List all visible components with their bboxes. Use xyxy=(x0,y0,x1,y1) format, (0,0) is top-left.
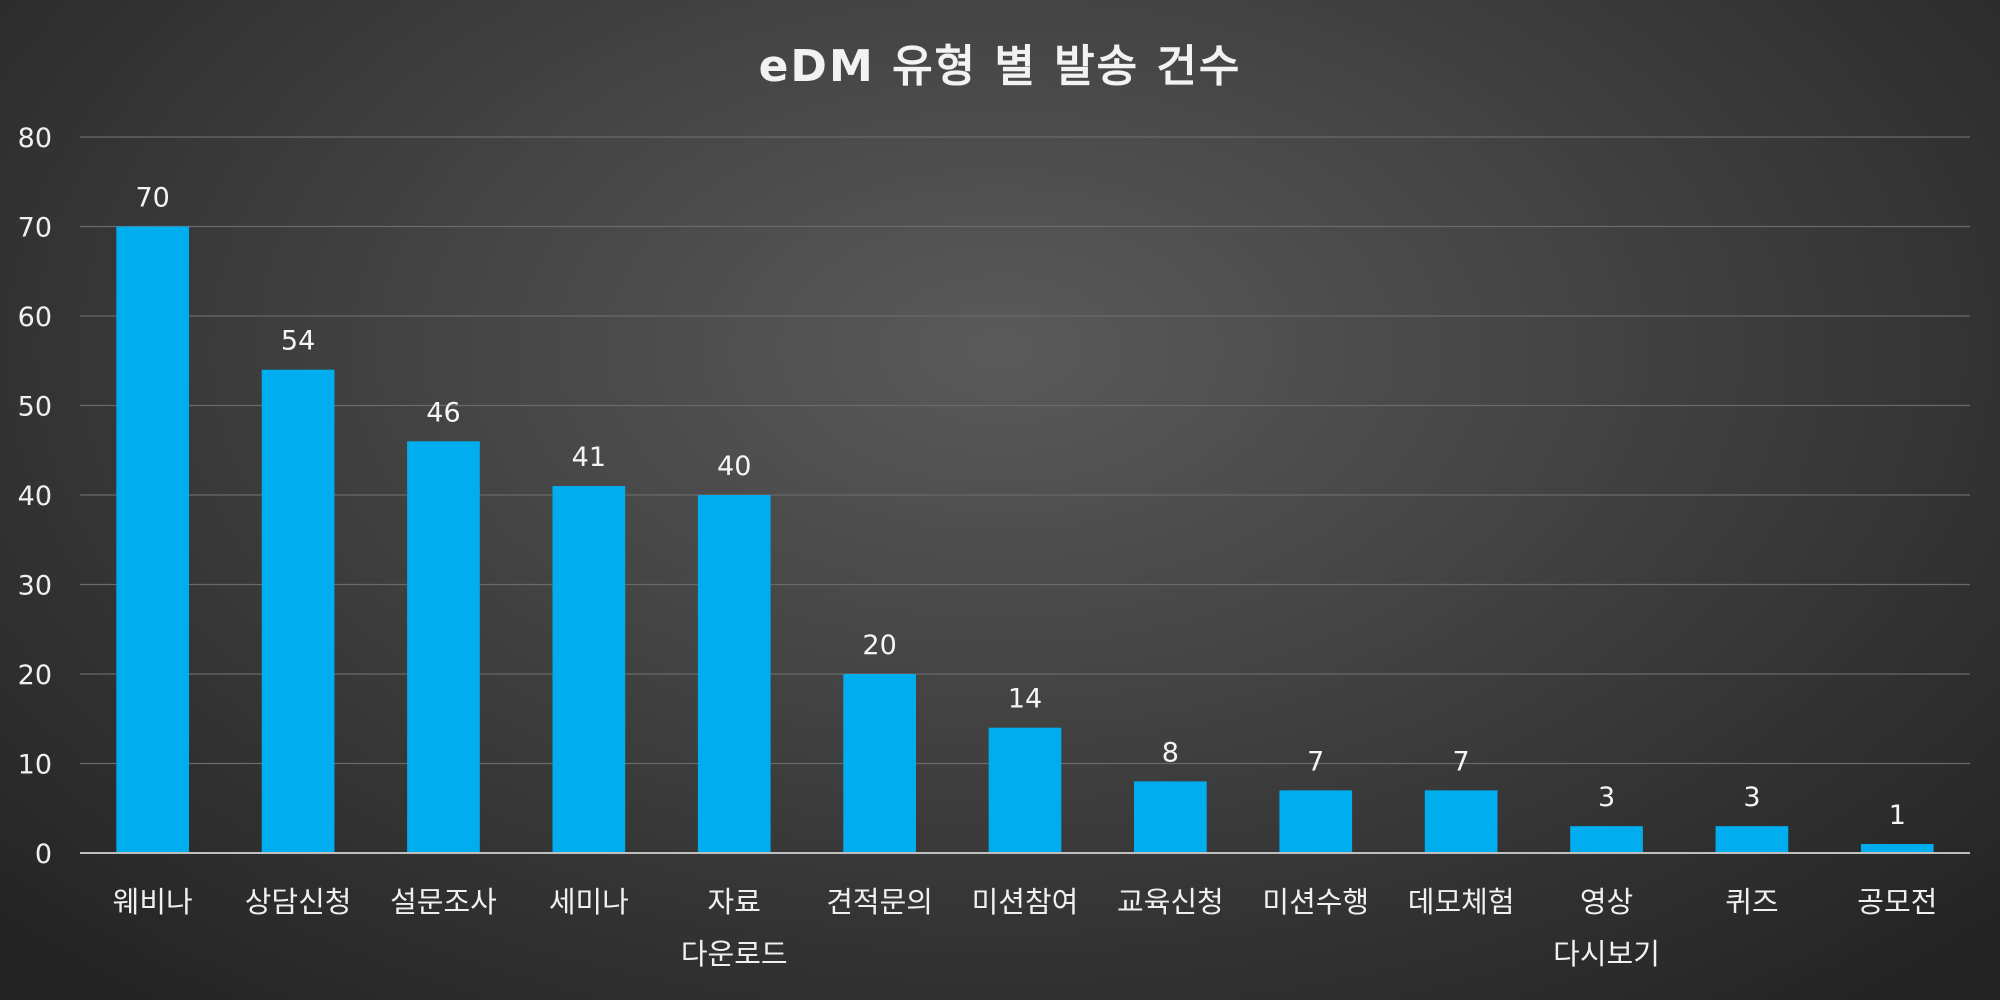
y-tick-label: 20 xyxy=(18,660,52,691)
x-tick-label: 퀴즈 xyxy=(1725,885,1778,919)
x-tick-label: 미션수행 xyxy=(1262,885,1369,919)
data-label: 20 xyxy=(862,630,896,661)
data-label: 8 xyxy=(1162,737,1179,768)
x-tick-label: 공모전 xyxy=(1857,885,1937,919)
bar xyxy=(1860,844,1934,853)
y-tick-label: 60 xyxy=(18,302,52,333)
bar xyxy=(552,486,626,853)
x-tick-label: 웨비나 xyxy=(113,885,193,919)
bar xyxy=(261,369,335,853)
y-axis-tick-labels: 0 10 20 30 40 50 60 70 80 xyxy=(18,123,52,870)
y-tick-label: 50 xyxy=(18,392,52,423)
x-tick-label: 설문조사 xyxy=(390,885,497,919)
bar xyxy=(407,441,480,853)
y-tick-label: 40 xyxy=(18,481,52,512)
data-label: 14 xyxy=(1008,684,1042,715)
bar xyxy=(1279,790,1353,853)
data-label: 1 xyxy=(1889,800,1906,831)
data-label: 41 xyxy=(572,442,606,473)
x-tick-label: 데모체험 xyxy=(1408,885,1515,919)
bar xyxy=(1424,790,1498,853)
x-tick-label: 세미나 xyxy=(549,885,629,919)
data-label: 54 xyxy=(281,326,315,357)
y-tick-label: 70 xyxy=(18,213,52,244)
bar xyxy=(843,674,916,853)
y-tick-label: 10 xyxy=(18,750,52,781)
bar xyxy=(116,226,190,853)
gridlines xyxy=(80,136,1970,765)
y-tick-label: 80 xyxy=(18,123,52,154)
data-labels: 70 54 46 41 40 20 14 8 7 7 3 3 1 xyxy=(136,183,1906,832)
x-tick-label: 미션참여 xyxy=(972,885,1079,919)
x-tick-label: 영상 다시보기 xyxy=(1553,885,1660,971)
x-tick-label: 자료 다운로드 xyxy=(681,885,788,971)
data-label: 70 xyxy=(136,183,170,214)
bar xyxy=(1570,826,1643,853)
bars xyxy=(116,226,1934,853)
y-tick-label: 0 xyxy=(35,839,52,870)
data-label: 3 xyxy=(1743,782,1760,813)
bar xyxy=(697,495,771,853)
data-label: 3 xyxy=(1598,782,1615,813)
data-label: 7 xyxy=(1307,746,1324,777)
x-tick-label: 상담신청 xyxy=(245,885,352,919)
bar xyxy=(1134,781,1207,853)
x-axis-tick-labels: 웨비나 상담신청 설문조사 세미나 자료 다운로드 견적문의 미션참여 교육신청 미션수행 데모체험… xyxy=(113,885,1938,971)
data-label: 40 xyxy=(717,451,751,482)
bar xyxy=(988,727,1062,853)
y-tick-label: 30 xyxy=(18,571,52,602)
data-label: 7 xyxy=(1453,746,1470,777)
x-tick-label: 교육신청 xyxy=(1117,885,1224,919)
chart-title: eDM 유형 별 발송 건수 xyxy=(758,41,1242,92)
data-label: 46 xyxy=(426,397,460,428)
bar xyxy=(1715,826,1789,853)
x-tick-label: 견적문의 xyxy=(826,885,933,919)
